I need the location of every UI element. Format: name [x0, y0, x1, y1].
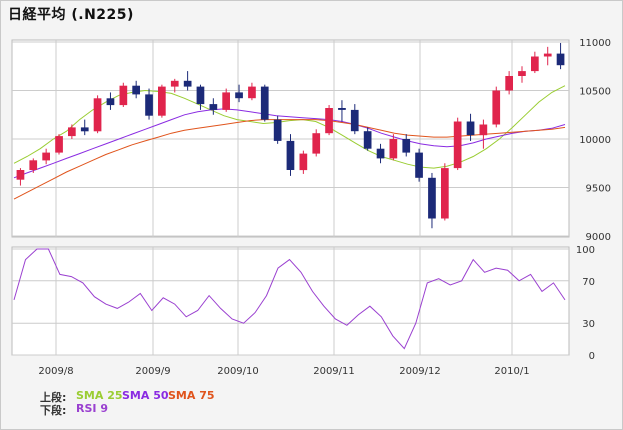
price-y-tick-label: 11000 — [579, 38, 611, 49]
candle-body — [415, 152, 423, 178]
x-tick-labels: 2009/8 2009/9 2009/10 2009/11 2009/12 2010/1 — [38, 366, 529, 377]
candle-body — [312, 133, 321, 154]
candle-body — [556, 53, 565, 66]
candle-body — [16, 170, 25, 180]
ma-line-sma50 — [13, 108, 566, 179]
legend-upper-label: 上段: — [40, 391, 67, 404]
candle-body — [286, 140, 295, 170]
x-tick-label: 2009/11 — [313, 366, 355, 377]
rsi-panel — [11, 246, 570, 356]
rsi9-line — [13, 248, 566, 350]
candle-body — [325, 108, 333, 134]
legend-rsi9: RSI 9 — [76, 402, 108, 415]
candle-body — [222, 92, 230, 110]
candle-body — [299, 153, 308, 171]
candle-body — [235, 92, 243, 99]
candle-body — [531, 56, 539, 72]
candle-body — [42, 152, 50, 161]
candle-body — [518, 71, 526, 76]
candle-body — [543, 53, 552, 57]
candle-body — [428, 177, 436, 219]
candle-body — [196, 86, 205, 105]
candle-body — [248, 86, 256, 99]
candle-body — [106, 98, 115, 106]
candle-body — [453, 121, 462, 169]
candle-body — [466, 121, 475, 136]
candle-body — [389, 139, 398, 159]
price-y-tick-label: 9500 — [586, 184, 611, 195]
y-tick-labels: 11000 10500 10000 9500 9000 100 70 30 0 — [576, 38, 611, 362]
legend-lower-label: 下段: — [40, 404, 67, 417]
ma-line-sma25 — [13, 85, 566, 169]
candle-body — [402, 139, 411, 153]
candle-body — [93, 98, 102, 132]
rsi-line — [13, 248, 566, 350]
candle-body — [273, 119, 282, 141]
candle-body — [55, 136, 63, 153]
legend-sma75: SMA 75 — [168, 389, 215, 402]
x-tick-label: 2009/12 — [399, 366, 441, 377]
candle-body — [492, 90, 501, 125]
candle-body — [441, 168, 449, 219]
legend-sma25: SMA 25 — [76, 389, 123, 402]
grid-lines — [12, 40, 569, 356]
candle-body — [158, 86, 166, 116]
rsi-y-tick-label: 30 — [582, 319, 595, 330]
candle-body — [68, 127, 76, 137]
candle-body — [260, 86, 269, 120]
rsi-y-tick-label: 100 — [576, 245, 595, 256]
candle-body — [479, 124, 488, 136]
rsi-y-tick-label: 0 — [589, 351, 595, 362]
candle-body — [363, 131, 372, 149]
price-y-tick-label: 10500 — [579, 87, 611, 98]
chart-title: 日経平均 (.N225) — [8, 7, 134, 23]
candle-body — [170, 80, 179, 87]
candle-body — [350, 109, 359, 132]
rsi-y-tick-label: 70 — [582, 277, 595, 288]
candle-body — [145, 94, 153, 116]
x-tick-label: 2009/8 — [38, 366, 73, 377]
candle-body — [338, 108, 346, 110]
candle-body — [183, 80, 192, 87]
price-y-tick-label: 9000 — [586, 232, 611, 243]
x-tick-label: 2009/10 — [217, 366, 259, 377]
price-y-tick-label: 10000 — [579, 135, 611, 146]
candle-body — [209, 104, 218, 110]
candle-body — [29, 160, 38, 170]
legend-sma50: SMA 50 — [122, 389, 169, 402]
candle-body — [132, 85, 140, 95]
candles — [16, 42, 565, 229]
candle-body — [80, 127, 89, 132]
candle-body — [119, 85, 128, 106]
x-tick-label: 2009/9 — [135, 366, 170, 377]
x-tick-label: 2010/1 — [494, 366, 529, 377]
candle-body — [505, 76, 513, 91]
candle-body — [376, 148, 385, 159]
